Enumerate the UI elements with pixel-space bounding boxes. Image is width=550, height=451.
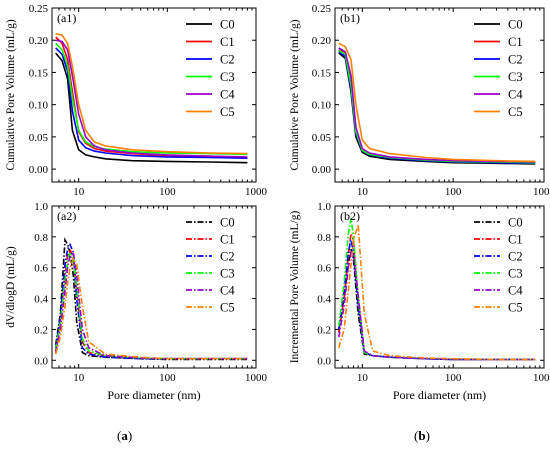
chart-panel-2: 10 100 1000 0.0 0.2 0.4 0.6 0.8 1.0 (a2) dV/dlogD … — [5, 201, 268, 402]
y-tick-label: 0.20 — [29, 35, 49, 47]
legend-label-c1: C1 — [220, 233, 235, 247]
y-tick-label: 0.6 — [34, 263, 48, 275]
legend-label-c3: C3 — [220, 267, 235, 281]
y-tick-label: 0.2 — [317, 324, 331, 336]
y-tick-label: 0.2 — [34, 324, 48, 336]
y-tick-label: 0.25 — [312, 3, 332, 15]
y-axis-label: dV/dlogD (mL/g) — [5, 246, 17, 328]
legend-label-c2: C2 — [220, 53, 235, 67]
legend-label-c5: C5 — [220, 301, 235, 315]
y-tick-label: 0.10 — [29, 100, 49, 112]
series-line-c5 — [55, 33, 248, 155]
y-tick-label: 0.8 — [34, 232, 48, 244]
y-tick-label: 0.00 — [312, 164, 332, 176]
chart-panel-1: 10 100 1000 0.00 0.05 0.10 0.15 0.20 0.25 (b1) Cum… — [289, 3, 550, 198]
caption-a-letter: a — [121, 428, 128, 443]
legend-label-c4: C4 — [508, 284, 523, 298]
y-tick-label: 0.25 — [29, 3, 49, 15]
y-tick-label: 0.4 — [317, 294, 331, 306]
x-tick-label: 10 — [73, 186, 85, 198]
y-tick-label: 1.0 — [317, 201, 331, 213]
series-line-c4 — [338, 250, 536, 361]
chart-panel-3: 10 100 1000 0.0 0.2 0.4 0.6 0.8 1.0 (b2) Increment… — [289, 201, 550, 402]
legend-label-c3: C3 — [508, 70, 523, 84]
legend-label-c2: C2 — [220, 250, 235, 264]
caption-a: (a) — [117, 428, 133, 443]
series-line-c2 — [54, 242, 248, 360]
series-line-c1 — [338, 49, 536, 164]
y-tick-label: 0.10 — [312, 100, 332, 112]
legend-label-c5: C5 — [508, 105, 523, 119]
series-line-c1 — [338, 230, 536, 361]
y-tick-label: 0.15 — [312, 67, 332, 79]
legend-label-c2: C2 — [508, 53, 523, 67]
series-line-c2 — [338, 239, 536, 361]
legend-label-c4: C4 — [508, 88, 523, 102]
series-line-c0 — [338, 249, 536, 361]
y-tick-label: 0.05 — [312, 132, 332, 144]
y-tick-label: 0.15 — [29, 67, 49, 79]
series-line-c5 — [54, 256, 248, 360]
legend-label-c3: C3 — [220, 70, 235, 84]
x-tick-label: 1000 — [533, 372, 550, 384]
y-tick-label: 0.4 — [34, 294, 48, 306]
legend-label-c1: C1 — [508, 233, 523, 247]
x-tick-label: 10 — [357, 372, 369, 384]
y-tick-label: 0.20 — [312, 35, 332, 47]
x-tick-label: 1000 — [245, 186, 268, 198]
legend-label-c4: C4 — [220, 88, 235, 102]
series-line-c0 — [55, 52, 248, 164]
x-tick-label: 1000 — [533, 186, 550, 198]
legend-label-c0: C0 — [508, 216, 523, 230]
legend-label-c5: C5 — [220, 105, 235, 119]
legend-label-c0: C0 — [220, 216, 235, 230]
series-line-c5 — [338, 42, 536, 163]
legend-label-c2: C2 — [508, 250, 523, 264]
y-tick-label: 0.0 — [34, 355, 48, 367]
series-line-c5 — [338, 224, 536, 361]
y-axis-label: Cumulative Pore Volume (mL/g) — [289, 19, 301, 170]
caption-b: (b) — [414, 428, 430, 443]
x-tick-label: 10 — [73, 372, 85, 384]
panel-label: (b2) — [340, 209, 360, 223]
x-axis-label: Pore diameter (nm) — [107, 388, 200, 402]
y-tick-label: 0.0 — [317, 355, 331, 367]
legend-label-c0: C0 — [220, 18, 235, 32]
x-tick-label: 1000 — [245, 372, 268, 384]
caption-b-letter: b — [418, 428, 426, 443]
legend-label-c1: C1 — [220, 35, 235, 49]
y-axis-label: Cumulative Pore Volume (mL/g) — [5, 19, 17, 170]
legend-label-c3: C3 — [508, 267, 523, 281]
y-axis-label: Incremental Pore Volume (mL/g) — [289, 211, 301, 364]
x-tick-label: 10 — [357, 186, 369, 198]
x-tick-label: 100 — [159, 186, 176, 198]
series-line-c4 — [338, 47, 536, 163]
y-tick-label: 0.8 — [317, 232, 331, 244]
legend-label-c4: C4 — [220, 284, 235, 298]
x-tick-label: 100 — [159, 372, 176, 384]
legend-label-c0: C0 — [508, 18, 523, 32]
series-line-c3 — [338, 218, 536, 361]
y-tick-label: 0.00 — [29, 164, 49, 176]
legend-label-c5: C5 — [508, 301, 523, 315]
y-tick-label: 0.05 — [29, 132, 49, 144]
x-tick-label: 100 — [445, 372, 462, 384]
series-line-c3 — [55, 42, 248, 156]
panel-label: (b1) — [340, 11, 360, 25]
series-line-c3 — [54, 250, 248, 360]
panel-label: (a2) — [57, 209, 76, 223]
x-tick-label: 100 — [445, 186, 462, 198]
series-line-c1 — [54, 246, 248, 360]
series-line-c4 — [54, 250, 248, 360]
chart-panel-0: 10 100 1000 0.00 0.05 0.10 0.15 0.20 0.25 (a1) Cum… — [5, 3, 268, 198]
panel-label: (a1) — [57, 11, 76, 25]
legend-label-c1: C1 — [508, 35, 523, 49]
x-axis-label: Pore diameter (nm) — [393, 388, 486, 402]
series-line-c4 — [55, 39, 248, 158]
y-tick-label: 1.0 — [34, 201, 48, 213]
series-line-c2 — [55, 47, 248, 159]
y-tick-label: 0.6 — [317, 263, 331, 275]
